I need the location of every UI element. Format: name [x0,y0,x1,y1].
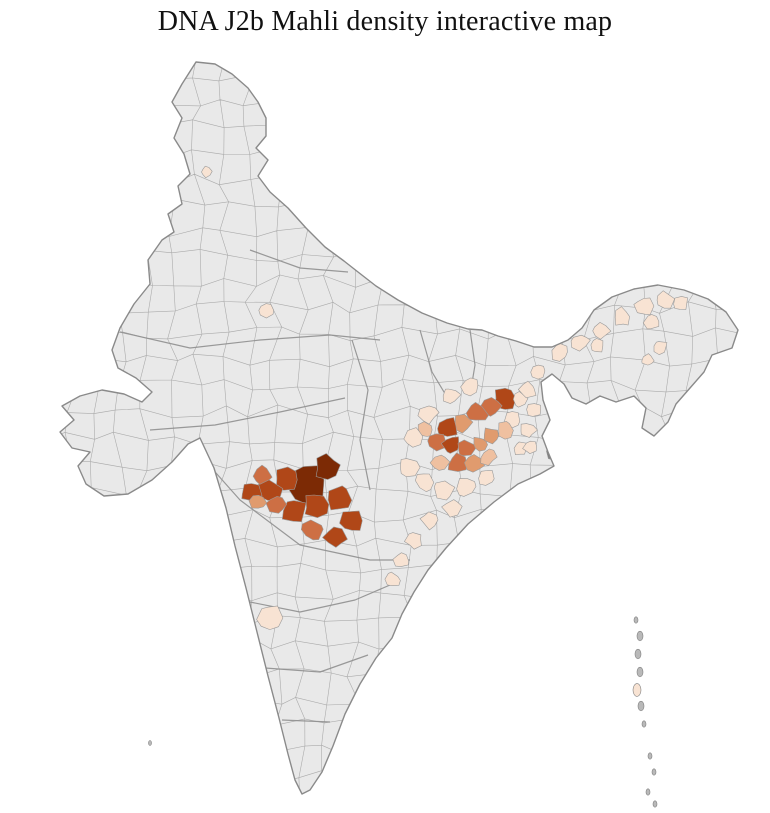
island[interactable] [633,616,639,624]
state-border-line [281,719,331,723]
highlighted-district[interactable] [440,436,460,454]
highlighted-district[interactable] [447,452,468,472]
highlighted-district[interactable] [248,494,268,509]
island[interactable] [636,666,644,678]
highlighted-district[interactable] [456,478,477,497]
andaman-islands [148,616,658,808]
highlighted-district[interactable] [478,470,495,486]
highlighted-district[interactable] [441,499,463,518]
highlighted-district[interactable] [498,421,514,440]
state-border-line [249,249,349,273]
highlighted-district[interactable] [460,377,479,397]
highlighted-district[interactable] [465,402,489,421]
highlighted-district[interactable] [252,464,273,485]
highlighted-district[interactable] [530,364,546,380]
island[interactable] [637,700,645,712]
state-border-line [239,584,391,613]
highlighted-district[interactable] [392,552,409,567]
highlighted-district[interactable] [551,342,568,362]
highlighted-district[interactable] [417,421,433,437]
island[interactable] [652,800,658,808]
highlighted-district[interactable] [656,290,676,309]
map-base [60,62,738,794]
highlighted-district[interactable] [520,423,538,438]
highlighted-district[interactable] [201,165,213,179]
highlighted-district[interactable] [400,458,421,478]
highlighted-district[interactable] [442,388,462,404]
highlighted-district[interactable] [522,440,538,454]
highlighted-district[interactable] [419,511,439,531]
state-border-line [149,397,346,431]
state-border-line [351,339,371,491]
highlighted-district[interactable] [614,306,630,326]
highlighted-district[interactable] [403,427,424,448]
island-highlighted[interactable] [632,683,642,697]
highlighted-district[interactable] [384,571,401,587]
highlighted-district[interactable] [483,427,500,445]
highlighted-district[interactable] [517,380,537,399]
highlighted-district[interactable] [315,453,341,480]
island[interactable] [651,768,657,776]
highlighted-district[interactable] [256,605,284,630]
highlighted-district[interactable] [437,417,458,437]
state-border-line [264,654,369,673]
highlighted-district[interactable] [429,454,451,471]
highlighted-district[interactable] [403,532,422,550]
island[interactable] [636,630,644,642]
highlighted-district[interactable] [642,314,660,330]
india-landmass [60,62,738,794]
highlighted-districts [201,165,688,630]
state-border-line [199,454,410,561]
highlighted-district[interactable] [258,303,274,319]
highlighted-district[interactable] [513,441,527,456]
island[interactable] [647,752,653,760]
island[interactable] [148,740,152,746]
state-borders [119,249,476,723]
highlighted-district[interactable] [653,341,668,356]
highlighted-district[interactable] [633,297,655,316]
island[interactable] [645,788,651,796]
highlighted-district[interactable] [526,403,542,417]
highlighted-district[interactable] [300,519,324,541]
india-outline [59,61,739,795]
highlighted-district[interactable] [673,296,688,310]
highlighted-district[interactable] [322,526,348,548]
highlighted-district[interactable] [480,448,498,466]
highlighted-district[interactable] [641,353,655,366]
highlighted-district[interactable] [327,485,353,511]
highlighted-district[interactable] [592,322,612,340]
page-title: DNA J2b Mahli density interactive map [157,6,613,37]
highlighted-district[interactable] [414,473,435,493]
highlighted-district[interactable] [427,433,447,452]
highlighted-district[interactable] [570,334,591,352]
highlighted-district[interactable] [457,439,478,457]
state-border-line [119,331,381,349]
highlighted-district[interactable] [304,494,330,519]
highlighted-district[interactable] [590,338,604,353]
highlighted-district[interactable] [281,500,307,523]
island[interactable] [634,648,642,660]
highlighted-district[interactable] [433,480,456,501]
highlighted-district[interactable] [464,454,485,473]
highlighted-district[interactable] [339,510,363,531]
highlighted-district[interactable] [417,405,440,425]
state-border-line [419,329,451,403]
highlighted-district[interactable] [275,466,298,491]
island[interactable] [641,720,647,728]
